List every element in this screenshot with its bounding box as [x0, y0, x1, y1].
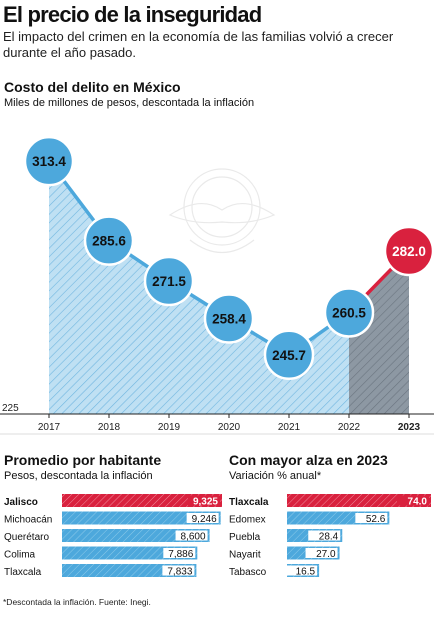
bar-category-label: Querétaro: [4, 532, 49, 543]
data-point: [383, 225, 434, 277]
bar: [287, 494, 431, 507]
page-subtitle: El impacto del crimen en la economía de …: [3, 29, 394, 60]
bar-category-label: Tabasco: [229, 567, 267, 578]
bar-value-box: [163, 548, 196, 558]
data-label: 260.5: [332, 305, 366, 320]
bar: [62, 529, 210, 542]
bar-value-box: [308, 530, 341, 541]
x-tick-label: 2019: [158, 422, 181, 433]
data-point: [263, 329, 315, 381]
bar-category-label: Nayarit: [229, 550, 261, 561]
bar: [62, 494, 222, 507]
bar-value-label: 9,325: [193, 497, 218, 508]
bar: [62, 511, 221, 525]
area-fill-highlight: [349, 250, 409, 414]
data-label: 258.4: [212, 311, 246, 326]
bar-value-box: [397, 495, 429, 506]
chart-subtitle: Miles de millones de pesos, descontada l…: [4, 97, 254, 109]
bar-category-label: Jalisco: [4, 497, 38, 508]
bar-value-label: 7,886: [168, 549, 193, 560]
y-base-label: 225: [2, 403, 19, 414]
bar-category-label: Tlaxcala: [4, 567, 42, 578]
x-tick-label: 2023: [398, 422, 421, 433]
bar-category-label: Tlaxcala: [229, 497, 269, 508]
bar-value-label: 27.0: [316, 549, 336, 560]
data-label: 285.6: [92, 234, 126, 249]
data-point: [143, 255, 195, 307]
data-label: 245.7: [272, 348, 306, 363]
bar-value-label: 28.4: [319, 532, 339, 543]
bar-value-label: 8,600: [181, 532, 206, 543]
data-point: [323, 287, 375, 338]
bar-value-label: 9,246: [192, 514, 217, 525]
page-title: El precio de la inseguridad: [3, 2, 262, 27]
x-tick-label: 2021: [278, 422, 301, 433]
bar-value-label: 16.5: [296, 567, 316, 578]
data-label: 313.4: [32, 154, 66, 169]
data-label: 271.5: [152, 274, 186, 289]
data-point: [83, 215, 135, 266]
bar-value-box: [305, 548, 338, 558]
cost-chart: Costo del delito en México Miles de mill…: [0, 79, 434, 578]
bar-value-box: [188, 495, 220, 506]
data-point: [23, 135, 75, 187]
bar-category-label: Puebla: [229, 532, 261, 543]
chart-title: Costo del delito en México: [4, 79, 181, 95]
x-tick-label: 2020: [218, 422, 241, 433]
habitante-title: Promedio por habitante: [4, 452, 161, 468]
habitante-subtitle: Pesos, descontada la inflación: [4, 470, 153, 482]
bar-value-box: [355, 513, 388, 523]
bar-value-label: 7,833: [167, 567, 192, 578]
bar-value-label: 74.0: [408, 497, 428, 508]
alza-title: Con mayor alza en 2023: [229, 452, 388, 468]
data-label: 282.0: [392, 244, 426, 259]
x-tick-label: 2017: [38, 422, 61, 433]
bar-value-box: [186, 513, 219, 523]
alza-subtitle: Variación % anual*: [229, 470, 322, 482]
bar-category-label: Michoacán: [4, 515, 52, 526]
bar-value-box: [285, 565, 318, 576]
bar-category-label: Colima: [4, 550, 36, 561]
bar-category-label: Edomex: [229, 515, 266, 526]
bar-value-label: 52.6: [366, 514, 386, 525]
bar-value-box: [162, 565, 195, 576]
bar-value-box: [175, 530, 208, 541]
footnote: *Descontada la inflación. Fuente: Inegi.: [3, 597, 151, 607]
x-tick-label: 2022: [338, 422, 361, 433]
watermark-emblem: [168, 168, 276, 253]
data-point: [203, 293, 255, 344]
x-tick-label: 2018: [98, 422, 121, 433]
area-fill: [49, 161, 349, 414]
